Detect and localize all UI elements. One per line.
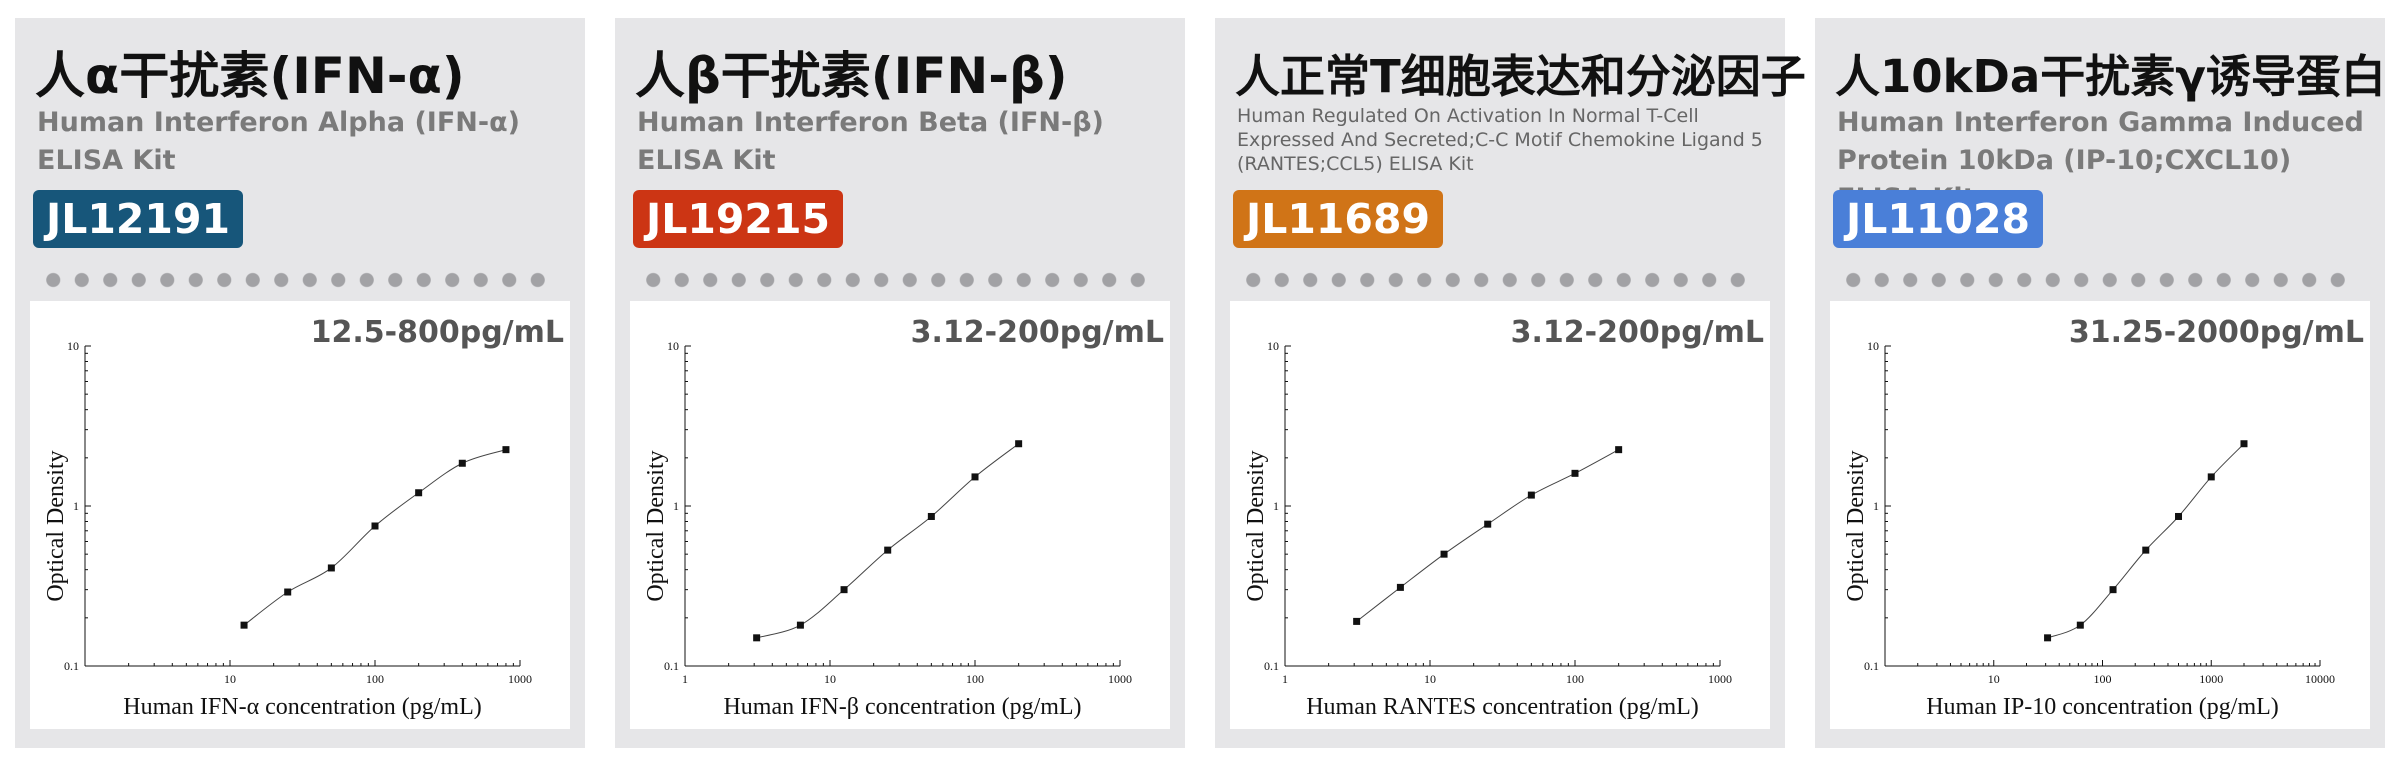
y-axis-label: Optical Density: [1243, 450, 1269, 601]
data-point: [753, 634, 761, 642]
data-point: [2207, 473, 2215, 481]
x-tick-label: 100: [1566, 672, 1584, 686]
x-tick-label: 10: [1988, 672, 2000, 686]
product-card-1: 人α干扰素(IFN-α) Human Interferon Alpha (IFN…: [15, 18, 585, 748]
y-tick-label: 1: [673, 499, 679, 513]
y-tick-label: 1: [1273, 499, 1279, 513]
data-point: [415, 489, 423, 497]
x-tick-label: 10: [824, 672, 836, 686]
fit-curve: [1356, 449, 1619, 622]
data-point: [2109, 586, 2117, 594]
y-tick-label: 0.1: [64, 659, 79, 673]
catalog-code-badge[interactable]: JL12191: [33, 190, 243, 248]
catalog-code-badge[interactable]: JL19215: [633, 190, 843, 248]
standard-curve-panel: 12.5-800pg/mL 0.1 1 10 10 100 1000 Human IFN-α…: [30, 301, 570, 729]
y-tick-label: 10: [67, 339, 79, 353]
fit-curve: [756, 443, 1019, 639]
x-tick-label: 1: [1282, 672, 1288, 686]
data-point: [840, 586, 848, 594]
data-point: [458, 459, 466, 467]
x-axis-label: Human RANTES concentration (pg/mL): [1306, 694, 1699, 720]
data-point: [371, 522, 379, 530]
x-tick-label: 1: [682, 672, 688, 686]
y-tick-label: 10: [1267, 339, 1279, 353]
fit-curve: [243, 449, 507, 626]
x-tick-label: 100: [2094, 672, 2112, 686]
detection-range: 3.12-200pg/mL: [910, 315, 1164, 350]
data-point: [1353, 617, 1361, 625]
x-tick-label: 100: [966, 672, 984, 686]
detection-range: 31.25-2000pg/mL: [2068, 315, 2364, 350]
y-tick-label: 1: [73, 499, 79, 513]
product-card-2: 人β干扰素(IFN-β) Human Interferon Beta (IFN-…: [615, 18, 1185, 748]
catalog-code-badge[interactable]: JL11028: [1833, 190, 2043, 248]
x-axis-label: Human IP-10 concentration (pg/mL): [1926, 694, 2279, 720]
data-point: [2142, 546, 2150, 554]
data-point: [796, 621, 804, 629]
data-point: [2240, 440, 2248, 448]
data-point: [1571, 469, 1579, 477]
dotted-divider: [1239, 272, 1759, 288]
card-title: 人β干扰素(IFN-β): [635, 47, 1068, 105]
data-point: [284, 588, 292, 596]
data-point: [1440, 550, 1448, 558]
fit-curve: [2047, 443, 2245, 639]
standard-curve-panel: 31.25-2000pg/mL 0.1 1 10 10 100 1000 10000 Huma…: [1830, 301, 2370, 729]
data-point: [1484, 520, 1492, 528]
x-axis-label: Human IFN-α concentration (pg/mL): [123, 694, 481, 720]
x-tick-label: 1000: [508, 672, 532, 686]
product-card-4: 人10kDa干扰素γ诱导蛋白 Human Interferon Gamma In…: [1815, 18, 2386, 748]
x-tick-label: 1000: [1708, 672, 1732, 686]
data-point: [2044, 634, 2052, 642]
y-tick-label: 0.1: [1864, 659, 1879, 673]
product-card-3: 人正常T细胞表达和分泌因子 Human Regulated On Activat…: [1215, 18, 1806, 748]
card-subtitle: Human Interferon Beta (IFN-β) ELISA Kit: [637, 107, 1104, 176]
dotted-divider: [639, 272, 1159, 288]
y-axis-label: Optical Density: [43, 450, 69, 601]
detection-range: 12.5-800pg/mL: [310, 315, 564, 350]
card-title: 人α干扰素(IFN-α): [35, 47, 465, 105]
x-tick-label: 10: [1424, 672, 1436, 686]
y-tick-label: 10: [1867, 339, 1879, 353]
data-point: [2175, 512, 2183, 520]
dotted-divider: [1839, 272, 2359, 288]
data-point: [1527, 491, 1535, 499]
card-subtitle: Human Interferon Alpha (IFN-α) ELISA Kit: [37, 107, 520, 176]
data-point: [927, 512, 935, 520]
x-tick-label: 10000: [2305, 672, 2335, 686]
card-title: 人10kDa干扰素γ诱导蛋白: [1835, 50, 2386, 103]
x-tick-label: 10: [224, 672, 236, 686]
x-axis-label: Human IFN-β concentration (pg/mL): [723, 694, 1081, 720]
y-tick-label: 1: [1873, 499, 1879, 513]
data-point: [327, 564, 335, 572]
dotted-divider: [39, 272, 559, 288]
x-tick-label: 1000: [2199, 672, 2223, 686]
standard-curve-chart: 0.1 1 10 10 100 1000 Human IFN-α concentration…: [43, 339, 532, 720]
y-axis-label: Optical Density: [643, 450, 669, 601]
x-tick-label: 100: [366, 672, 384, 686]
data-point: [884, 546, 892, 554]
data-point: [971, 473, 979, 481]
y-tick-label: 10: [667, 339, 679, 353]
standard-curve-panel: 3.12-200pg/mL 0.1 1 10 1 10 100 1000 Human IFN-…: [630, 301, 1170, 729]
card-title: 人正常T细胞表达和分泌因子: [1235, 50, 1806, 103]
y-tick-label: 0.1: [1264, 659, 1279, 673]
detection-range: 3.12-200pg/mL: [1510, 315, 1764, 350]
data-point: [1396, 583, 1404, 591]
data-point: [1015, 440, 1023, 448]
catalog-code-badge[interactable]: JL11689: [1233, 190, 1443, 248]
data-point: [502, 446, 510, 454]
standard-curve-chart: 0.1 1 10 10 100 1000 10000 Human IP-10 concentr…: [1843, 339, 2335, 720]
data-point: [2076, 621, 2084, 629]
card-subtitle: Human Regulated On Activation In Normal …: [1237, 105, 1763, 175]
data-point: [1615, 446, 1623, 454]
y-axis-label: Optical Density: [1843, 450, 1869, 601]
y-tick-label: 0.1: [664, 659, 679, 673]
x-tick-label: 1000: [1108, 672, 1132, 686]
standard-curve-panel: 3.12-200pg/mL 0.1 1 10 1 10 100 1000 Human RANT…: [1230, 301, 1770, 729]
data-point: [240, 621, 248, 629]
